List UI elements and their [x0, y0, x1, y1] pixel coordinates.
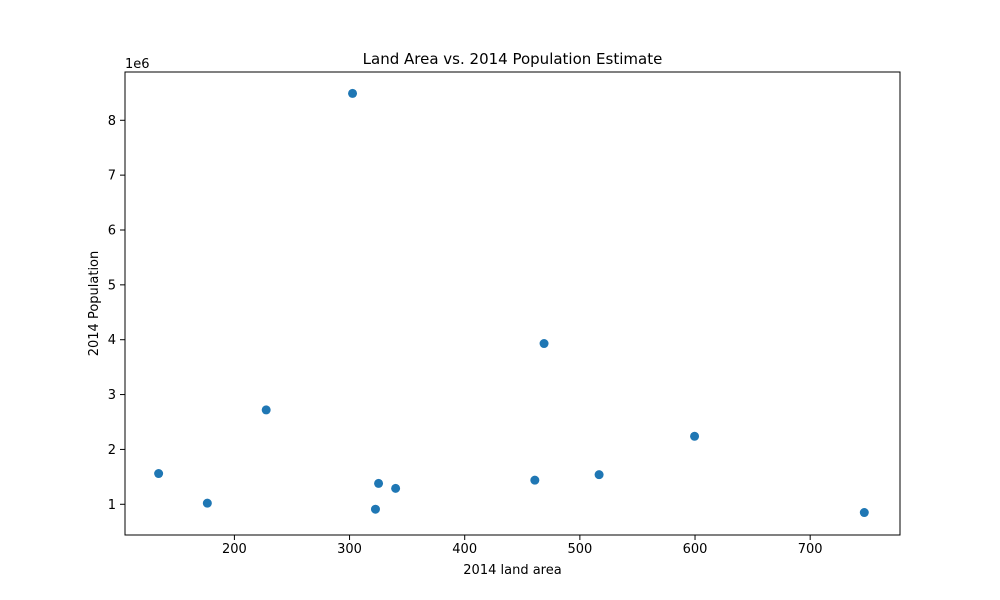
- y-tick-label: 7: [108, 169, 116, 184]
- x-tick-label: 500: [567, 542, 592, 557]
- ticks-layer: 200 300 400 500 600 700 1 2 3 4 5 6 7 8: [108, 114, 823, 557]
- x-tick-label: 600: [683, 542, 708, 557]
- scatter-point: [370, 504, 380, 514]
- x-tick-label: 300: [337, 542, 362, 557]
- x-tick-label: 700: [798, 542, 823, 557]
- y-axis-title: 2014 Population: [87, 251, 102, 357]
- scatter-point: [859, 508, 869, 518]
- y-tick-label: 4: [108, 333, 116, 348]
- scatter-point: [374, 478, 384, 488]
- chart-title: Land Area vs. 2014 Population Estimate: [363, 50, 663, 68]
- scatter-point: [539, 339, 549, 349]
- y-tick-label: 1: [108, 498, 116, 513]
- points-layer: [154, 88, 869, 518]
- scatter-point: [530, 475, 540, 485]
- y-tick-label: 2: [108, 443, 116, 458]
- scatter-point: [690, 431, 700, 441]
- plot-frame: [124, 71, 901, 536]
- y-offset-label: 1e6: [125, 57, 150, 72]
- y-tick-label: 6: [108, 223, 116, 238]
- y-tick-label: 8: [108, 114, 116, 129]
- x-axis-title: 2014 land area: [463, 563, 561, 578]
- scatter-point: [391, 483, 401, 493]
- scatter-point: [348, 88, 358, 98]
- y-tick-label: 3: [108, 388, 116, 403]
- scatter-point: [154, 469, 164, 479]
- y-tick-label: 5: [108, 278, 116, 293]
- x-tick-label: 400: [452, 542, 477, 557]
- scatter-point: [202, 498, 212, 508]
- scatter-point: [594, 470, 604, 480]
- x-tick-label: 200: [222, 542, 247, 557]
- scatter-point: [261, 405, 271, 415]
